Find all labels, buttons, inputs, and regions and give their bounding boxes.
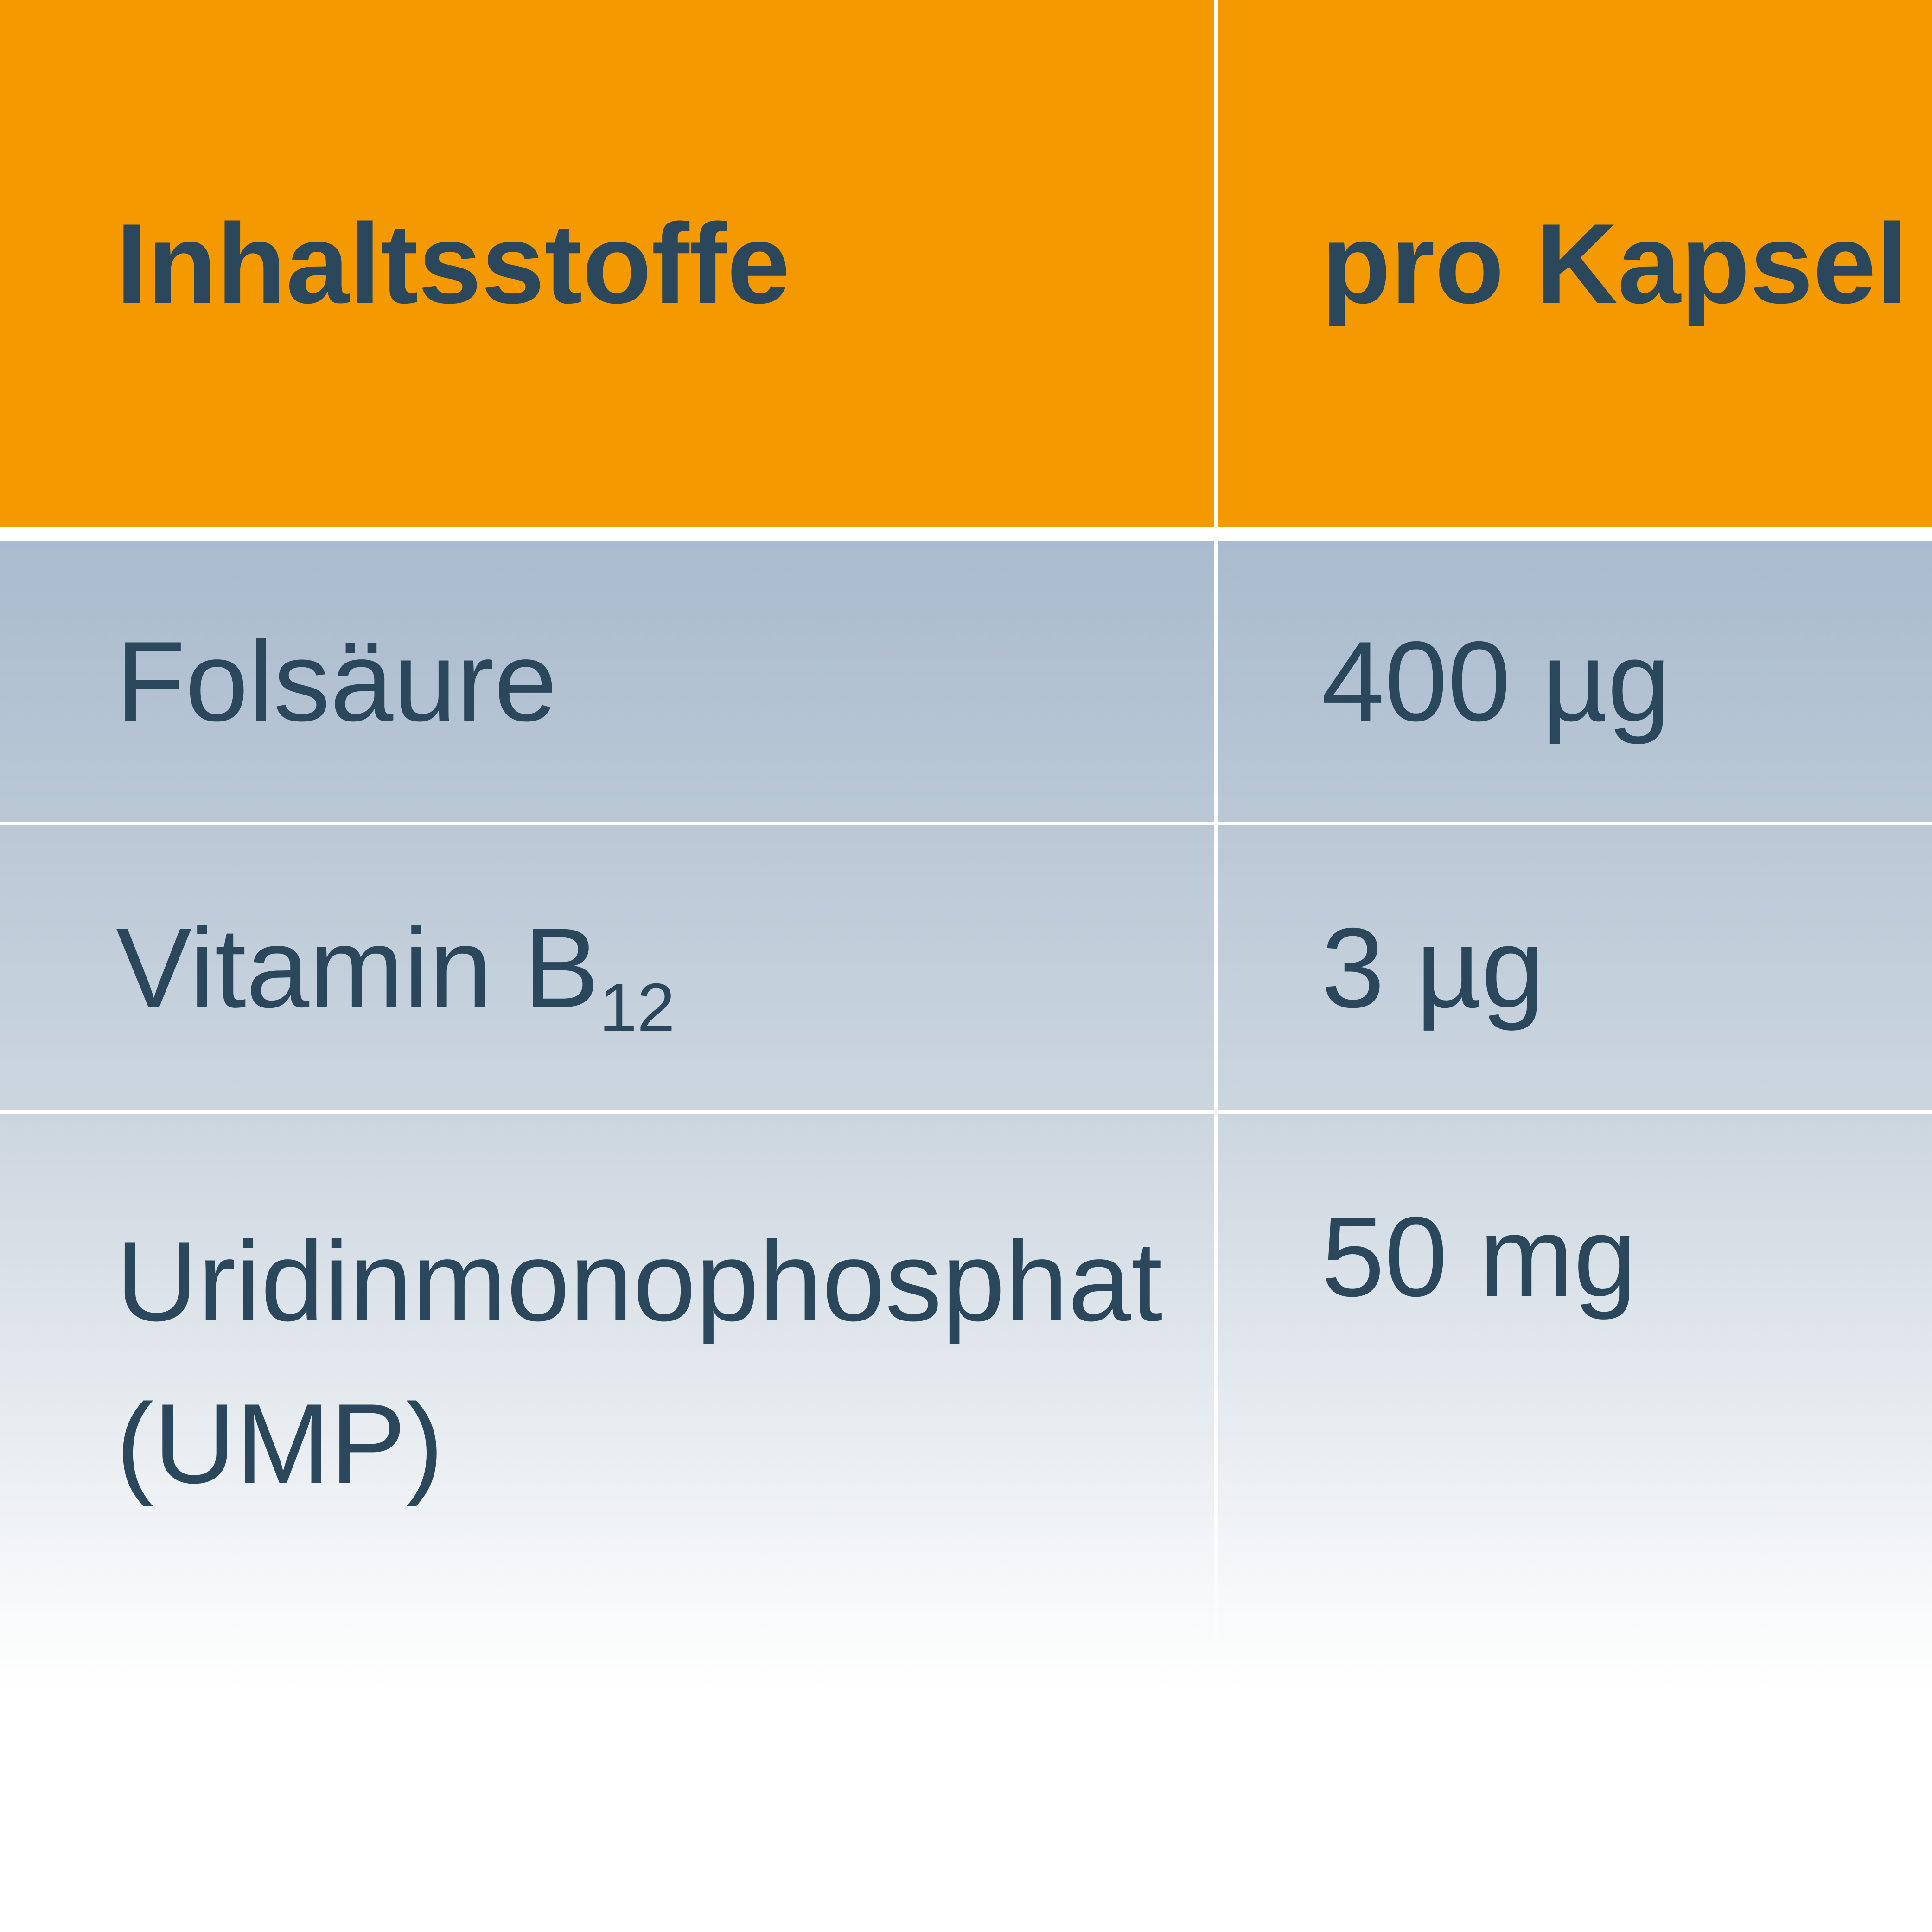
row-separator-1 bbox=[0, 822, 1932, 825]
ingredient-name: Vitamin B12 bbox=[116, 911, 675, 1042]
ingredient-name-line2: (UMP) bbox=[116, 1380, 444, 1507]
table-row-vitamin-b12-value-cell: 3 µg bbox=[1218, 825, 1932, 1110]
table-row-folsaeure-name-cell: Folsäure bbox=[0, 541, 1214, 822]
ingredient-value: 3 µg bbox=[1321, 904, 1544, 1031]
table-body-background bbox=[0, 541, 1932, 1692]
ingredient-name: Uridinmonophosphat (UMP) bbox=[116, 1200, 1163, 1525]
ingredient-name-main: Vitamin B bbox=[116, 904, 599, 1031]
table-row-ump-name-cell: Uridinmonophosphat (UMP) bbox=[0, 1114, 1214, 1578]
table-row-ump-value-cell: 50 mg bbox=[1218, 1114, 1932, 1578]
ingredient-name-line1: Uridinmonophosphat bbox=[116, 1218, 1163, 1345]
ingredient-name-subscript: 12 bbox=[599, 969, 675, 1046]
header-ingredients-cell: Inhaltsstoffe bbox=[0, 0, 1214, 527]
ingredient-name: Folsäure bbox=[116, 618, 557, 745]
row-separator-2 bbox=[0, 1110, 1932, 1114]
header-per-capsule-label: pro Kapsel bbox=[1321, 200, 1908, 327]
ingredient-value: 50 mg bbox=[1321, 1193, 1637, 1320]
column-divider bbox=[1214, 541, 1218, 1688]
header-per-capsule-cell: pro Kapsel bbox=[1218, 0, 1932, 527]
header-ingredients-label: Inhaltsstoffe bbox=[116, 200, 790, 327]
table-row-vitamin-b12-name-cell: Vitamin B12 bbox=[0, 825, 1214, 1110]
table-row-folsaeure-value-cell: 400 µg bbox=[1218, 541, 1932, 822]
ingredient-value: 400 µg bbox=[1321, 618, 1671, 745]
